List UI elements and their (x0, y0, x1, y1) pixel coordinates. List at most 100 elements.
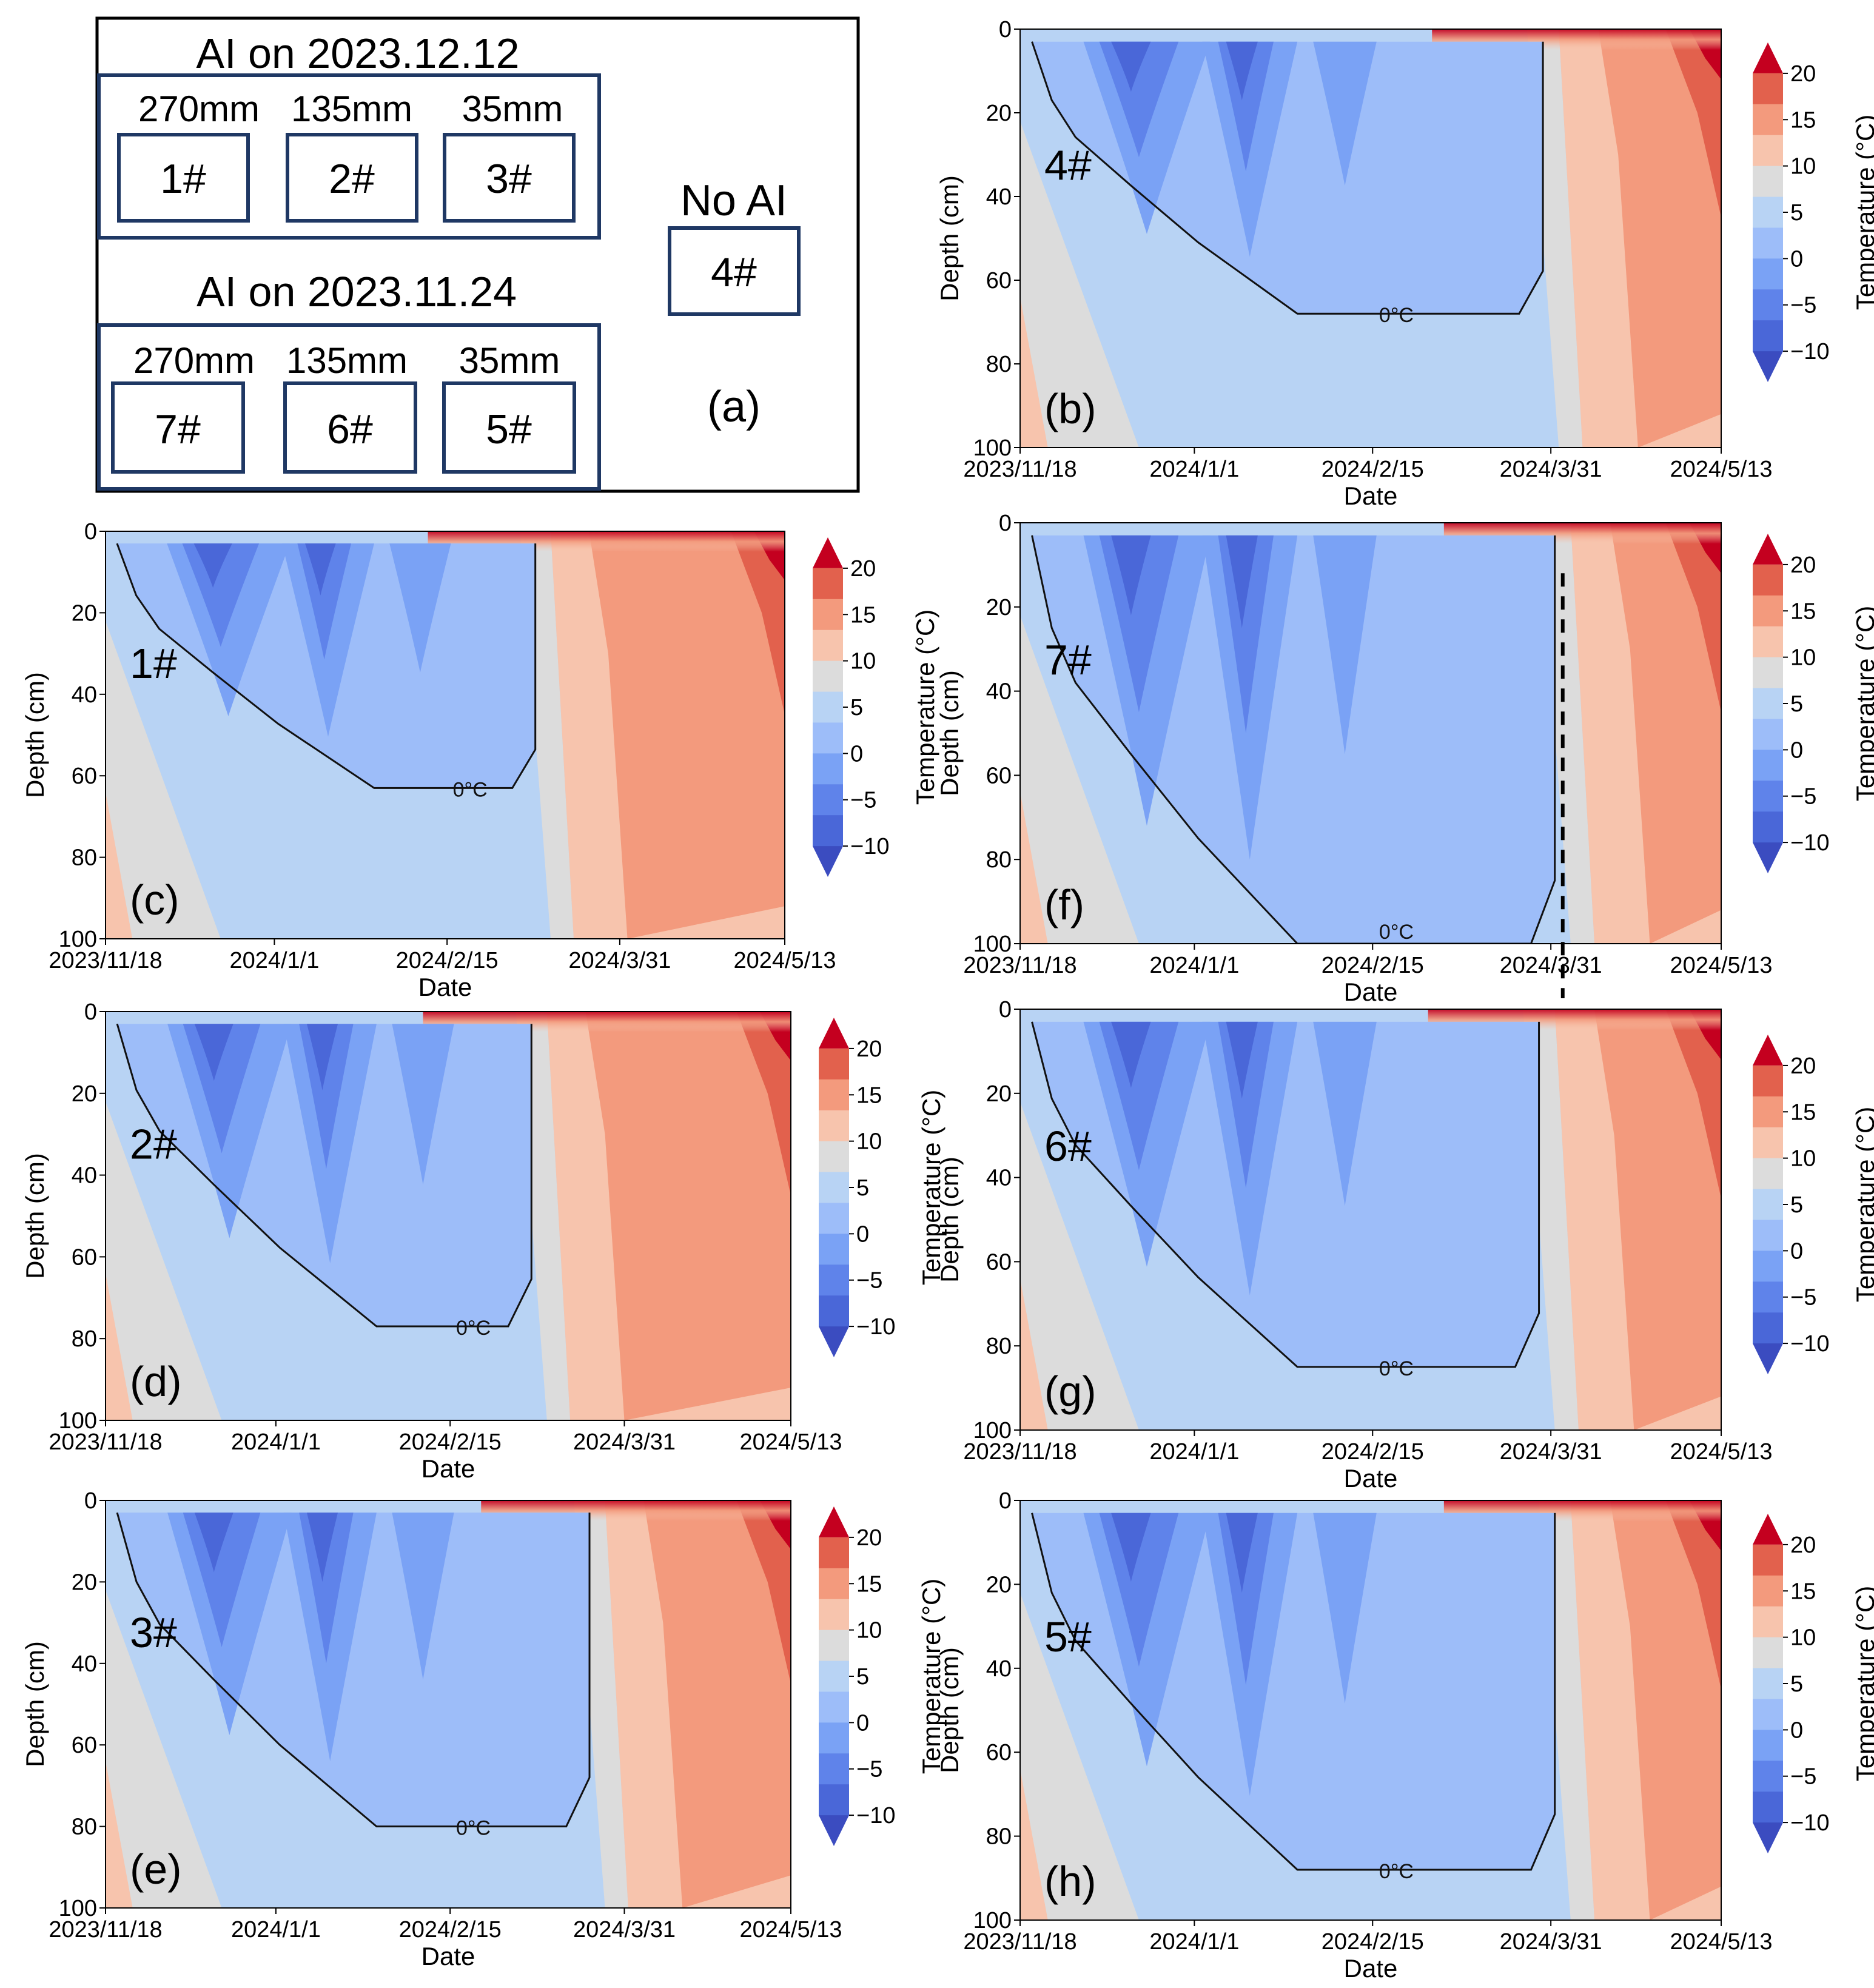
y-tick-label: 80 (986, 1334, 1012, 1359)
y-tick-label: 20 (986, 1081, 1012, 1107)
colorbar-tick-label: 10 (1790, 645, 1816, 671)
cold-plume-minus-5 (1083, 535, 1211, 826)
colorbar-segment (819, 1295, 849, 1327)
x-tick-label: 2024/1/1 (231, 1917, 321, 1943)
x-tick-label: 2024/1/1 (231, 1429, 321, 1455)
x-tick-label: 2024/3/31 (1500, 1929, 1602, 1955)
colorbar-extend-min (1753, 1343, 1783, 1374)
colorbar-segment (813, 815, 843, 847)
colorbar-tick-label: 10 (1790, 1146, 1816, 1172)
isotherm-label: 0°C (453, 778, 488, 801)
y-tick-label: 20 (72, 1570, 97, 1595)
cold-plume-minus-7-5 (1218, 1513, 1274, 1685)
group2-depth-label: 270mm (133, 340, 255, 381)
band-15-to-20-spring (589, 531, 785, 939)
y-tick-label: 0 (999, 1488, 1012, 1514)
group1-depth-label: 35mm (462, 89, 563, 129)
colorbar-label: Temperature (°C) (917, 1579, 945, 1775)
colorbar-extend-max (819, 1506, 849, 1537)
colorbar-segment (1753, 227, 1783, 259)
isotherm-label: 0°C (456, 1317, 491, 1340)
y-axis-label: Depth (cm) (935, 1157, 964, 1283)
colorbar-segment (1753, 258, 1783, 290)
y-tick-label: 100 (59, 927, 97, 952)
cold-plume-minus-7-5 (1218, 535, 1274, 733)
x-axis-label: Date (1344, 1954, 1398, 1983)
plot-frame (105, 1500, 791, 1909)
contour-fill (1020, 1500, 1721, 1920)
plot-id-7: 7# (155, 406, 201, 452)
colorbar-tick-label: 5 (1790, 1671, 1803, 1697)
x-tick-label: 2024/2/15 (1322, 953, 1424, 978)
plot-id-2: 2# (329, 156, 375, 202)
colorbar-segment (1753, 1668, 1783, 1699)
cold-plume-minus-7-5 (1218, 1021, 1274, 1188)
y-axis-label: Depth (cm) (935, 175, 964, 301)
isotherm-label: 0°C (1379, 304, 1414, 327)
colorbar-tick-label: 5 (856, 1175, 869, 1201)
cold-plume-minus-5 (1313, 1513, 1377, 1704)
band-15-to-20-spring (585, 1012, 791, 1420)
y-tick-label: 100 (59, 1408, 97, 1434)
y-axis-label: Depth (cm) (935, 670, 964, 796)
y-tick-label: 60 (72, 1244, 97, 1270)
x-tick-label: 2024/2/15 (1322, 457, 1424, 482)
isotherm-label: 0°C (1379, 921, 1414, 944)
colorbar-segment (1753, 564, 1783, 596)
colorbar-extend-min (1753, 1822, 1783, 1853)
cold-plume-minus-10 (1111, 41, 1151, 92)
contour-fill (1020, 1009, 1721, 1430)
colorbar-segment (1753, 1544, 1783, 1576)
colorbar-segment (819, 1264, 849, 1296)
y-tick-label: 40 (72, 1651, 97, 1677)
colorbar-tick-label: 10 (856, 1129, 882, 1155)
colorbar-segment (1753, 166, 1783, 198)
isotherm-label: 0°C (456, 1817, 491, 1840)
cold-plume-minus-7-5 (1099, 1021, 1179, 1170)
colorbar-tick-label: 0 (1790, 1238, 1803, 1264)
x-tick-label: 2024/5/13 (739, 1429, 842, 1455)
x-tick-label: 2024/5/13 (733, 948, 836, 973)
band-15-to-20-spring (1594, 1009, 1721, 1430)
panel-label: (b) (1044, 385, 1097, 432)
colorbar-segment (813, 660, 843, 693)
panel-label: (f) (1044, 881, 1084, 929)
colorbar-tick-label: −10 (856, 1314, 895, 1340)
colorbar-tick-label: 0 (850, 741, 863, 767)
plot-id-5: 5# (486, 406, 532, 452)
cold-plume-minus-5 (1083, 41, 1211, 234)
cold-plume-minus-10 (306, 1513, 338, 1582)
band-20-plus-spring (1665, 523, 1721, 713)
plot-box-4 (668, 226, 801, 316)
colorbar-tick-label: −5 (1790, 1764, 1816, 1790)
colorbar-extend-min (1753, 351, 1783, 382)
plot-box-1 (117, 133, 250, 223)
colorbar-extend-max (819, 1018, 849, 1049)
plot-box-6 (283, 381, 417, 474)
x-tick-label: 2024/3/31 (1500, 457, 1602, 482)
contour-fill (106, 531, 785, 939)
colorbar-segment (1753, 196, 1783, 228)
colorbar: 20 15 10 5 0 −5 −10 Temperature (°C) (1753, 534, 1874, 873)
band-5-to-10-deep (1020, 121, 1139, 448)
colorbar-segment (819, 1110, 849, 1142)
group2-depth-label: 135mm (286, 340, 408, 381)
y-tick-label: 80 (72, 1326, 97, 1352)
no-ai-title: No AI (680, 176, 787, 225)
colorbar-tick-label: 10 (1790, 1625, 1816, 1651)
y-tick-label: 0 (84, 519, 97, 545)
x-tick-label: 2024/3/31 (568, 948, 671, 973)
band-20-plus-spring (736, 1500, 791, 1684)
cold-plume-minus-10 (194, 1024, 233, 1081)
colorbar-tick-label: 5 (1790, 200, 1803, 226)
colorbar-tick-label: 15 (850, 602, 876, 628)
x-axis-label: Date (1344, 1464, 1398, 1493)
group2-box (97, 323, 601, 491)
cold-plume-minus-10 (1226, 535, 1258, 628)
y-tick-label: 0 (999, 17, 1012, 42)
y-tick-label: 0 (84, 999, 97, 1025)
colorbar-segment (819, 1048, 849, 1080)
